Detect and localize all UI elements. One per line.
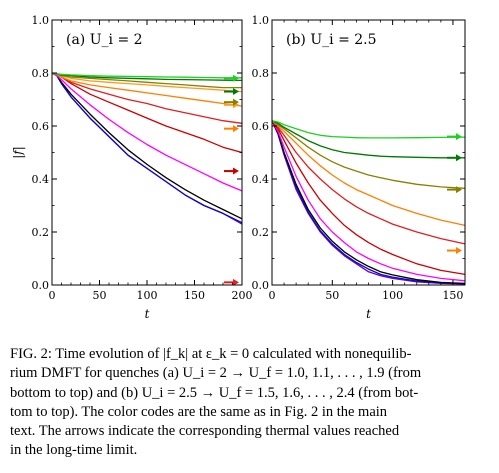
- x-tick-label: 200: [232, 289, 253, 302]
- caption-line: bottom to top) and (b) U_i = 2.5 → U_f =…: [10, 384, 419, 401]
- thermal-arrow-a-5: [233, 278, 239, 286]
- x-tick-label: 100: [382, 289, 403, 302]
- series-line-a-8: [51, 72, 242, 89]
- y-tick-label: 0.8: [32, 67, 50, 80]
- series-line-b-6: [271, 120, 466, 227]
- series-line-b-1: [271, 120, 466, 285]
- series-line-a-2: [51, 72, 243, 220]
- thermal-arrow-a-9: [233, 88, 239, 96]
- thermal-arrow-a-10: [233, 74, 239, 82]
- x-tick-label: 0: [49, 289, 56, 302]
- y-tick-label: 0.4: [252, 173, 270, 186]
- thermal-arrow-a-8: [233, 98, 239, 106]
- thermal-arrow-b-7: [456, 186, 462, 194]
- thermal-arrow-a-4: [233, 167, 239, 175]
- x-tick-label: 100: [137, 289, 158, 302]
- series-line-b-4: [271, 120, 466, 276]
- series-line-b-9: [271, 120, 466, 139]
- x-tick-label: 150: [442, 289, 463, 302]
- y-tick-label: 1.0: [32, 14, 50, 27]
- series-line-b-3: [271, 120, 466, 282]
- y-tick-label: 0.0: [32, 279, 50, 292]
- y-tick-label: 1.0: [252, 14, 270, 27]
- plot-frame-b: [271, 19, 466, 286]
- series-line-b-2: [271, 120, 466, 285]
- plot-frame-a: [51, 19, 243, 286]
- panel-label-a: (a) U_i = 2: [66, 32, 143, 48]
- caption-line: tom to top). The color codes are the sam…: [10, 403, 388, 420]
- x-tick-label: 150: [184, 289, 205, 302]
- x-tick-label: 50: [325, 289, 339, 302]
- caption-line: rium DMFT for quenches (a) U_i = 2 → U_f…: [10, 365, 422, 382]
- x-tick-label: 0: [269, 289, 276, 302]
- series-line-a-0: [51, 72, 243, 225]
- thermal-arrow-b-8: [456, 154, 462, 162]
- y-tick-label: 0.2: [252, 226, 270, 239]
- series-line-b-5: [271, 120, 466, 245]
- caption-line: in the long-time limit.: [10, 442, 138, 459]
- series-line-a-6: [51, 72, 243, 107]
- panel-label-b: (b) U_i = 2.5: [286, 32, 377, 48]
- series-line-b-8: [271, 120, 465, 159]
- series-line-a-1: [51, 72, 243, 224]
- x-axis-label: t: [145, 307, 150, 321]
- series-line-b-7: [271, 120, 466, 189]
- thermal-arrow-b-6: [456, 247, 462, 255]
- y-tick-label: 0.0: [252, 279, 270, 292]
- y-tick-label: 0.2: [32, 226, 50, 239]
- y-tick-label: 0.6: [252, 120, 270, 133]
- series-line-b-0: [271, 120, 466, 285]
- y-tick-label: 0.4: [32, 173, 50, 186]
- thermal-arrow-b-9: [456, 133, 462, 141]
- caption-line: text. The arrows indicate the correspond…: [10, 423, 400, 440]
- caption-line: FIG. 2: Time evolution of |f_k| at ε_k =…: [10, 346, 412, 362]
- figure-caption: FIG. 2: Time evolution of |f_k| at ε_k =…: [10, 345, 488, 461]
- y-tick-label: 0.6: [32, 120, 50, 133]
- x-axis-label: t: [366, 307, 371, 321]
- y-tick-label: 0.8: [252, 67, 270, 80]
- thermal-arrow-a-6: [233, 125, 239, 133]
- series-line-a-10: [51, 72, 242, 79]
- x-tick-label: 50: [93, 289, 107, 302]
- y-axis-label: |f|: [11, 146, 25, 159]
- series-line-a-3: [51, 72, 243, 192]
